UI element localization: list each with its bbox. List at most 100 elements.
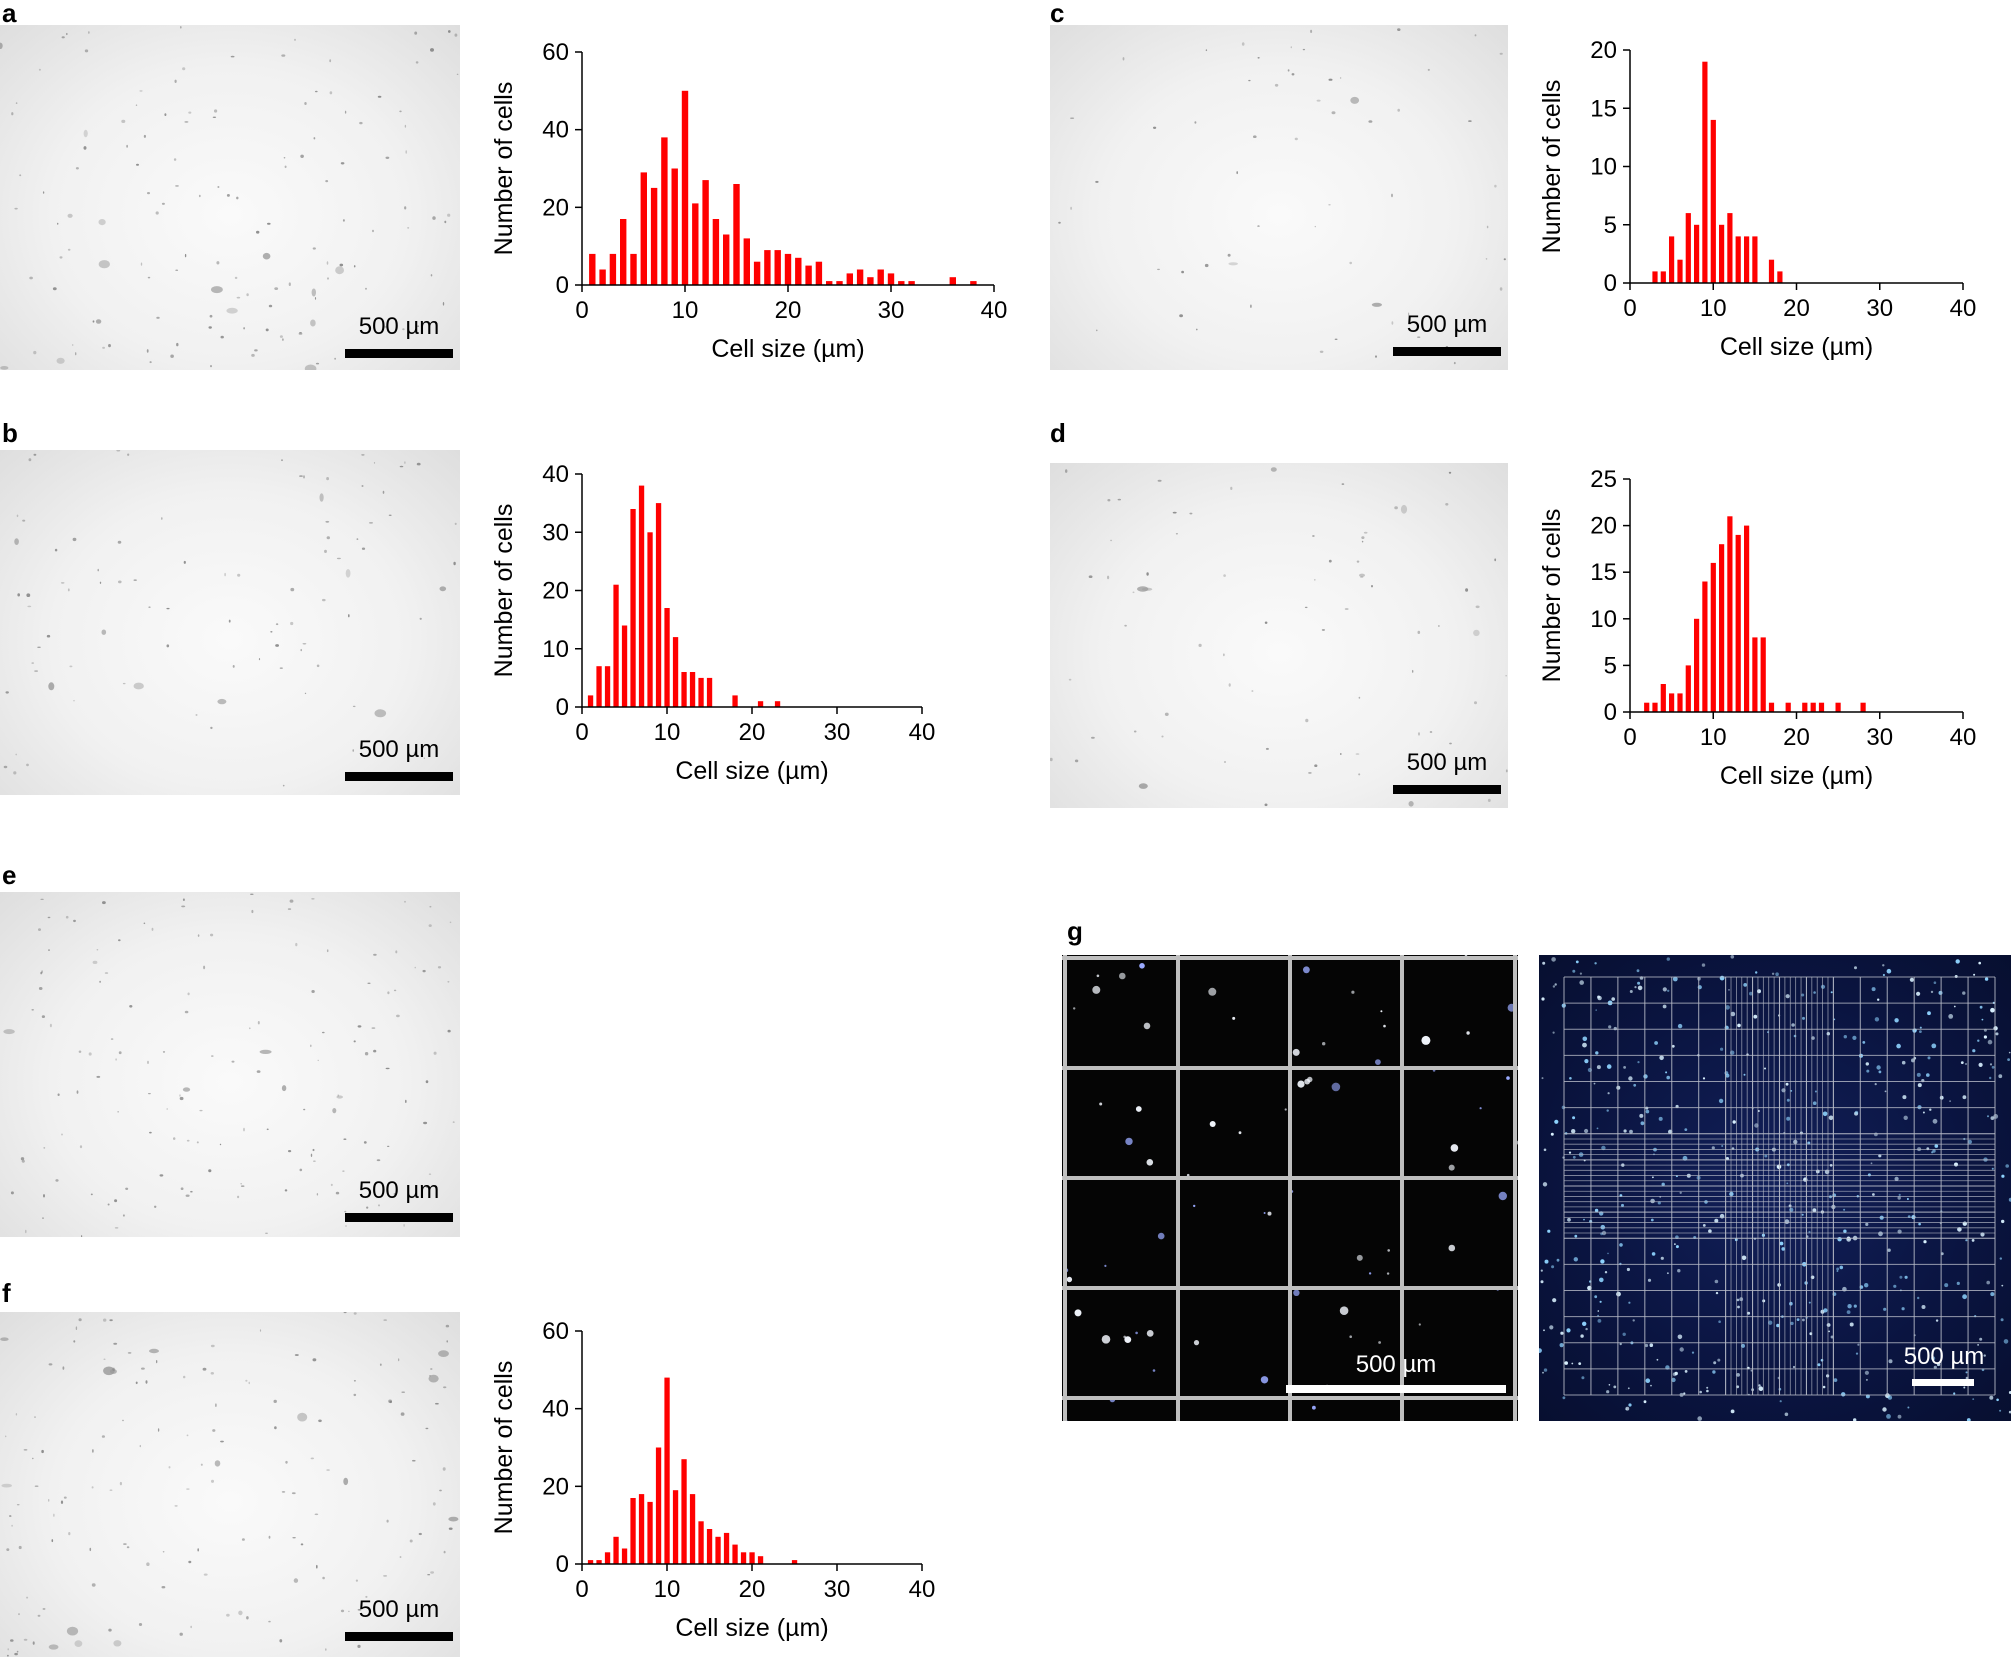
cell-speck (274, 1426, 277, 1430)
fluorescent-cell (1368, 1272, 1372, 1275)
fluorescent-cell (2008, 1391, 2011, 1394)
fluorescent-cell (1854, 1110, 1859, 1115)
cell-speck (181, 905, 186, 908)
cell-speck (174, 79, 177, 83)
cell-speck (236, 196, 239, 200)
histogram-bar (698, 677, 704, 707)
cell-speck (1340, 753, 1342, 755)
fluorescent-cell (1448, 1164, 1455, 1171)
cell-speck (353, 265, 356, 268)
x-tick-label: 30 (824, 1576, 851, 1603)
cell-speck (72, 344, 74, 346)
fluorescent-cell (2001, 1174, 2005, 1178)
histogram-bar (638, 1494, 645, 1564)
cell-speck (357, 1644, 361, 1648)
fluorescent-cell (1779, 1241, 1784, 1246)
fluorescent-cell (1626, 1267, 1630, 1272)
fluorescent-cell (1448, 1244, 1456, 1252)
cell-speck (342, 219, 345, 222)
cell-speck (114, 1227, 119, 1229)
fluorescent-cell (1628, 1301, 1631, 1304)
fluorescent-cell (1871, 987, 1876, 992)
cell-speck (1310, 29, 1313, 33)
cell-speck (404, 206, 407, 210)
fluorescent-cell (1749, 991, 1753, 996)
fluorescent-cell (1699, 1390, 1702, 1394)
cell-speck (241, 1538, 245, 1541)
cell-speck (442, 302, 445, 306)
fluorescent-cell (1903, 1115, 1908, 1120)
fluorescent-cell (1540, 1269, 1543, 1272)
cell-speck (157, 1428, 160, 1432)
cell-speck (265, 1232, 268, 1234)
fluorescent-cell (1922, 1111, 1925, 1114)
cell-speck (442, 1467, 446, 1471)
cell-speck (107, 1203, 110, 1206)
y-tick-label: 60 (542, 39, 569, 66)
cell-speck (219, 1143, 222, 1146)
cell-speck (1058, 221, 1061, 224)
cell-speck (149, 1348, 159, 1354)
fluorescent-cell (1643, 1400, 1647, 1404)
x-tick-label: 10 (654, 719, 681, 746)
cell-speck (122, 1214, 125, 1217)
cell-speck (75, 1326, 78, 1330)
cell-speck (182, 1087, 191, 1092)
cell-speck (1157, 268, 1160, 271)
cell-speck (146, 349, 149, 353)
cell-speck (1350, 96, 1360, 104)
cell-speck (423, 1121, 428, 1125)
cell-speck (23, 1449, 28, 1451)
fluorescent-cell (1304, 1078, 1311, 1085)
fluorescent-cell (1802, 1318, 1805, 1322)
fluorescent-cell (1238, 1131, 1242, 1135)
cell-speck (454, 522, 457, 525)
fluorescent-cell (1322, 1042, 1326, 1046)
cell-speck (31, 662, 34, 664)
fluorescent-cell (1578, 1362, 1582, 1365)
cell-speck (423, 757, 426, 759)
fluorescent-cell (1956, 1281, 1960, 1285)
fluorescent-cell (1853, 1304, 1857, 1308)
cell-speck (118, 939, 121, 942)
panel-label-f: f (2, 1278, 11, 1308)
x-axis-label: Cell size (µm) (675, 1614, 828, 1642)
cell-speck (275, 623, 279, 626)
cell-speck (312, 247, 316, 250)
y-tick-label: 30 (542, 519, 569, 546)
cell-speck (322, 1576, 325, 1580)
fluorescent-cell (1807, 1141, 1811, 1145)
fluorescent-cell (1574, 1234, 1578, 1238)
fluorescent-cell (2008, 1197, 2011, 1202)
fluorescent-cell (1717, 1358, 1721, 1362)
cell-speck (3, 1029, 15, 1035)
scale-label-d: 500 µm (1406, 749, 1488, 776)
fluorescent-cell (1965, 1063, 1967, 1065)
fluorescent-cell (1741, 1255, 1747, 1261)
cell-speck (1189, 512, 1193, 515)
cell-speck (190, 1190, 193, 1193)
fluorescent-cell (1894, 1018, 1899, 1023)
fluorescent-cell (1916, 1072, 1921, 1077)
fluorescent-cell (1813, 991, 1816, 994)
fluorescent-cell (1706, 1389, 1709, 1393)
fluorescent-cell (1506, 1076, 1510, 1080)
fluorescent-cell (1418, 1323, 1421, 1326)
cell-speck (427, 1574, 431, 1576)
fluorescent-cell (1667, 989, 1670, 992)
fluorescent-cell (1667, 1272, 1669, 1275)
cell-speck (203, 965, 206, 970)
fluorescent-cell (1671, 1044, 1675, 1048)
fluorescent-cell (1878, 1070, 1882, 1074)
cell-speck (400, 1412, 405, 1416)
fluorescent-cell (1953, 1005, 1956, 1008)
cell-speck (1391, 321, 1394, 325)
cell-speck (179, 1096, 184, 1101)
cell-speck (1485, 258, 1488, 260)
histogram-bar (613, 584, 619, 707)
cell-speck (326, 536, 330, 540)
fluorescent-cell (1983, 1354, 1986, 1357)
cell-speck (43, 1194, 45, 1198)
cell-speck (1448, 471, 1452, 474)
fluorescent-cell (1786, 1116, 1791, 1121)
